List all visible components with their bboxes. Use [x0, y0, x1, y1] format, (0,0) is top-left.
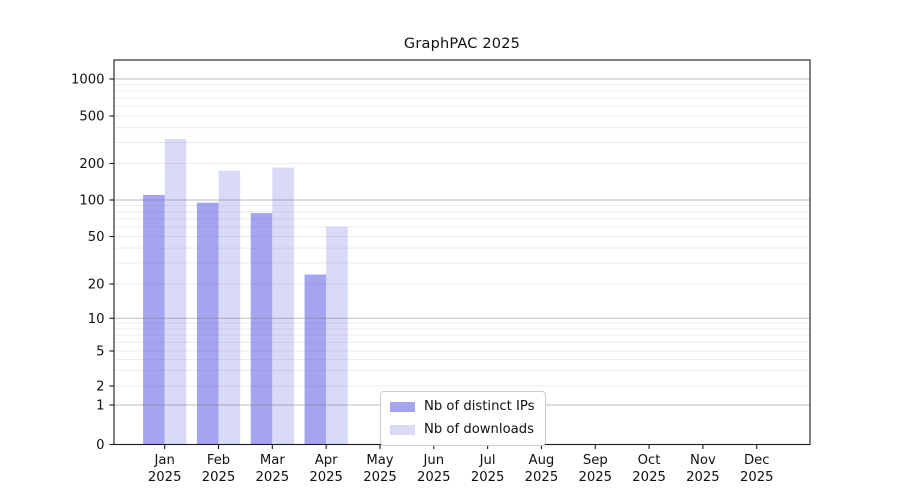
bar-apr-distinct-ips	[304, 274, 327, 445]
x-tick-label-year-dec: 2025	[740, 470, 774, 485]
x-tick-label-year-jun: 2025	[417, 470, 451, 485]
x-tick-label-year-jan: 2025	[148, 470, 182, 485]
bar-feb-distinct-ips	[196, 202, 219, 445]
legend-label-distinct-ips: Nb of distinct IPs	[424, 399, 535, 414]
x-tick-label-month-mar: Mar	[260, 453, 285, 468]
bar-jan-downloads	[164, 139, 187, 445]
bar-feb-downloads	[218, 170, 241, 445]
x-tick-label-month-jul: Jul	[479, 453, 496, 468]
bar-mar-distinct-ips	[250, 213, 273, 445]
x-tick-label-year-oct: 2025	[632, 470, 666, 485]
chart-title: GraphPAC 2025	[403, 36, 521, 52]
y-tick-label-1000: 1000	[71, 73, 105, 88]
y-tick-label-0: 0	[96, 438, 104, 453]
bar-mar-downloads	[272, 167, 294, 445]
y-tick-label-2: 2	[96, 380, 104, 395]
x-tick-label-month-nov: Nov	[690, 453, 716, 468]
x-tick-label-year-sep: 2025	[578, 470, 612, 485]
y-tick-label-100: 100	[79, 194, 104, 209]
y-tick-label-500: 500	[79, 110, 104, 125]
x-tick-label-month-may: May	[366, 453, 393, 468]
x-tick-label-year-feb: 2025	[202, 470, 236, 485]
x-tick-label-month-jun: Jun	[422, 453, 444, 468]
legend-item-downloads: Nb of downloads	[390, 420, 535, 439]
x-tick-label-month-apr: Apr	[315, 453, 338, 468]
x-tick-label-month-dec: Dec	[744, 453, 770, 468]
x-tick-label-year-mar: 2025	[256, 470, 290, 485]
x-tick-label-month-aug: Aug	[529, 453, 555, 468]
x-tick-label-year-nov: 2025	[686, 470, 720, 485]
y-tick-label-1: 1	[96, 399, 104, 414]
bar-apr-downloads	[326, 226, 348, 445]
y-tick-label-200: 200	[79, 157, 104, 172]
legend-item-distinct-ips: Nb of distinct IPs	[390, 397, 535, 416]
y-tick-label-20: 20	[88, 278, 105, 293]
legend-swatch-downloads	[390, 424, 415, 435]
x-tick-label-year-apr: 2025	[309, 470, 343, 485]
y-tick-label-10: 10	[88, 312, 105, 327]
legend-swatch-distinct-ips	[390, 401, 415, 412]
x-tick-label-month-feb: Feb	[207, 453, 230, 468]
y-tick-label-50: 50	[88, 230, 105, 245]
x-tick-label-year-may: 2025	[363, 470, 397, 485]
x-tick-label-year-jul: 2025	[471, 470, 505, 485]
y-tick-label-5: 5	[96, 345, 104, 360]
x-tick-label-month-sep: Sep	[583, 453, 608, 468]
legend: Nb of distinct IPs Nb of downloads	[380, 391, 546, 446]
bar-jan-distinct-ips	[143, 194, 165, 445]
x-tick-label-year-aug: 2025	[525, 470, 559, 485]
x-tick-label-month-jan: Jan	[154, 453, 175, 468]
x-tick-label-month-oct: Oct	[638, 453, 661, 468]
legend-label-downloads: Nb of downloads	[424, 422, 534, 437]
